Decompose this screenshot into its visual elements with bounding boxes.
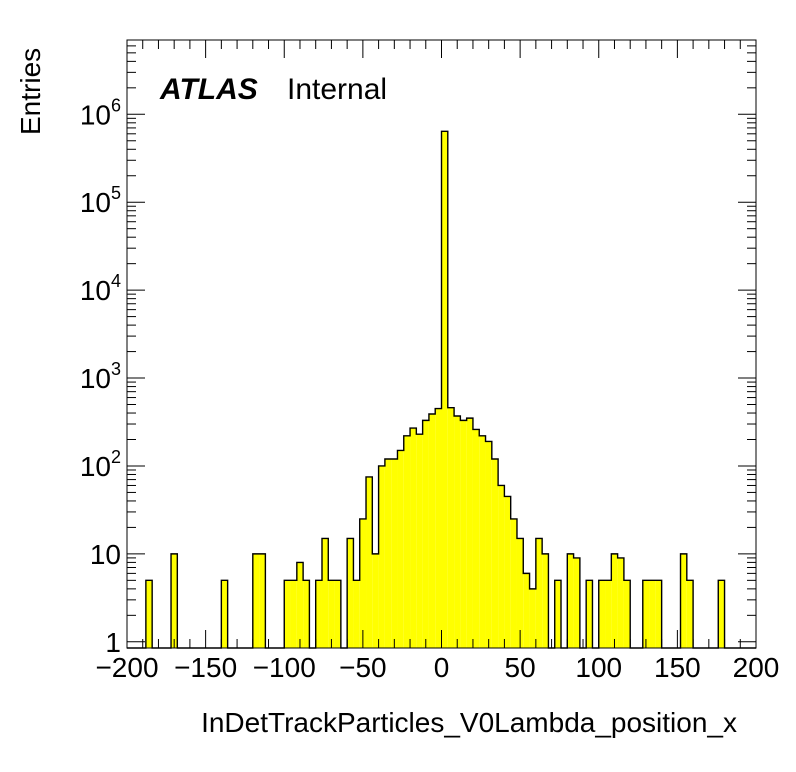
atlas-status-label: Internal — [287, 73, 387, 106]
histogram-bin — [410, 428, 417, 648]
histogram-bin — [649, 580, 656, 648]
histogram-bin — [171, 553, 178, 648]
histogram-bin — [460, 420, 467, 648]
histogram-bin — [384, 459, 392, 648]
histogram-bin — [485, 441, 492, 648]
x-tick-label: −50 — [339, 652, 387, 683]
histogram-bin — [504, 496, 511, 648]
x-tick-labels: −200 −150 −100 −50 0 50 100 150 200 — [95, 652, 779, 683]
y-tick-label: 103 — [80, 359, 121, 394]
histogram-bin — [611, 553, 618, 648]
histogram-bin — [428, 413, 436, 648]
y-axis-title: Entries — [15, 48, 46, 135]
histogram-bin — [447, 407, 455, 648]
histogram-bin — [347, 538, 354, 648]
histogram-bin — [303, 580, 310, 648]
histogram-bin — [372, 553, 379, 648]
histogram-bin — [516, 538, 524, 648]
histogram-bin — [378, 465, 385, 648]
histogram-bin — [328, 580, 335, 648]
histogram-bin — [252, 553, 260, 648]
histogram-bin — [441, 131, 448, 648]
histogram-outline — [127, 130, 756, 649]
histogram-bin — [366, 476, 373, 648]
histogram-bin — [259, 553, 266, 648]
histogram-bin — [686, 580, 694, 648]
y-tick-label: 105 — [80, 183, 121, 218]
y-tick-label: 104 — [80, 271, 121, 306]
histogram-bin — [221, 580, 228, 648]
x-tick-label: −100 — [253, 652, 316, 683]
histogram-bin — [573, 557, 580, 648]
y-tick-label: 102 — [80, 447, 121, 482]
histogram-bin — [454, 416, 461, 648]
histogram-bin — [296, 562, 304, 648]
histogram-bars — [127, 130, 756, 649]
histogram-bin — [554, 580, 562, 648]
histogram-bin — [284, 580, 291, 648]
histogram-bin — [542, 553, 549, 648]
histogram-bin — [623, 580, 631, 648]
histogram-bin — [435, 408, 442, 648]
histogram-bin — [353, 580, 360, 648]
histogram-bin — [472, 429, 480, 648]
histogram-bin — [466, 418, 473, 648]
histogram-bin — [391, 459, 398, 648]
x-axis-title: InDetTrackParticles_V0Lambda_position_x — [201, 707, 737, 738]
histogram-bin — [529, 588, 536, 648]
x-tick-label: 200 — [733, 652, 780, 683]
histogram-bin — [422, 420, 429, 648]
histogram-bin — [642, 580, 650, 648]
y-tick-label: 10 — [90, 539, 121, 570]
x-tick-label: 0 — [434, 652, 450, 683]
histogram-bin — [718, 580, 725, 648]
histogram-bin — [598, 580, 606, 648]
plot-frame — [126, 39, 757, 649]
x-tick-label: −200 — [95, 652, 158, 683]
histogram-bin — [359, 518, 367, 648]
histogram-bin — [680, 553, 687, 648]
histogram-bin — [535, 538, 543, 648]
histogram-bin — [510, 518, 517, 648]
histogram-bin — [416, 434, 423, 648]
atlas-label: ATLAS — [159, 73, 258, 106]
histogram-bin — [479, 435, 486, 648]
histogram-bin — [321, 538, 329, 648]
histogram-bin — [617, 557, 624, 648]
histogram-bin — [655, 580, 662, 648]
histogram-bin — [586, 580, 593, 648]
axis-ticks — [126, 39, 757, 648]
y-tick-label: 1 — [105, 627, 121, 658]
histogram-bin — [315, 580, 322, 648]
y-tick-labels: 1 10 102 103 104 105 106 — [80, 95, 121, 657]
histogram-bin — [397, 450, 404, 648]
histogram-bin — [403, 435, 411, 648]
histogram-bin — [290, 580, 297, 648]
histogram-bin — [334, 580, 341, 648]
x-tick-label: 150 — [654, 652, 701, 683]
histogram-bin — [491, 459, 499, 648]
x-tick-label: 100 — [575, 652, 622, 683]
y-tick-label: 106 — [80, 95, 121, 130]
histogram-bin — [523, 573, 530, 648]
histogram-bin — [567, 553, 574, 648]
x-tick-label: −150 — [174, 652, 237, 683]
histogram-bin — [498, 485, 505, 648]
x-tick-label: 50 — [505, 652, 536, 683]
histogram-bin — [605, 580, 612, 648]
histogram-bin — [145, 580, 153, 648]
